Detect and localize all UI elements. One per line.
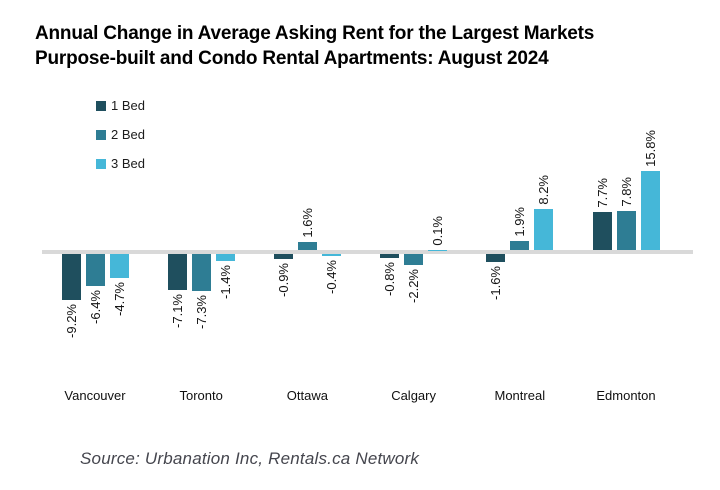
bar-montreal-1-bed — [486, 254, 506, 262]
x-axis-label-calgary: Calgary — [391, 388, 436, 403]
legend-swatch-3-bed — [96, 158, 106, 169]
bar-montreal-3-bed — [534, 209, 554, 250]
bar-calgary-3-bed — [428, 249, 448, 250]
bar-value-label-toronto-1-bed: -7.1% — [157, 294, 197, 384]
bar-value-label-vancouver-2-bed: -6.4% — [75, 290, 115, 380]
bar-value-label-toronto-2-bed: -7.3% — [181, 295, 221, 385]
legend-item-3-bed: 3 Bed — [96, 156, 145, 171]
bar-value-label-ottawa-3-bed: -0.4% — [311, 260, 351, 350]
bar-value-text: -4.7% — [111, 281, 127, 316]
bar-ottawa-3-bed — [321, 254, 341, 256]
bar-calgary-2-bed — [404, 254, 424, 265]
bar-edmonton-2-bed — [616, 211, 636, 250]
bar-value-label-montreal-3-bed: 8.2% — [524, 115, 564, 205]
chart-title-line2: Purpose-built and Condo Rental Apartment… — [35, 48, 549, 69]
bar-value-text: -0.9% — [275, 262, 291, 297]
x-axis-label-montreal: Montreal — [494, 388, 546, 403]
bar-toronto-2-bed — [191, 254, 211, 291]
bar-value-text: -7.1% — [169, 293, 185, 328]
legend-item-1-bed: 1 Bed — [96, 98, 145, 113]
bar-value-text: 1.9% — [512, 206, 528, 237]
bar-value-text: 1.6% — [299, 208, 315, 238]
bar-toronto-1-bed — [167, 254, 187, 290]
legend-swatch-1-bed — [96, 100, 106, 111]
x-axis-label-vancouver: Vancouver — [64, 388, 126, 403]
bar-edmonton-1-bed — [592, 211, 612, 250]
bar-value-label-vancouver-1-bed: -9.2% — [51, 304, 91, 394]
bar-vancouver-2-bed — [85, 254, 105, 286]
bar-vancouver-3-bed — [109, 254, 129, 278]
x-axis-label-toronto: Toronto — [179, 388, 223, 403]
bar-value-label-ottawa-1-bed: -0.9% — [263, 263, 303, 353]
bar-value-text: -2.2% — [406, 269, 422, 303]
bar-value-text: 15.8% — [642, 130, 658, 167]
legend-label-3-bed: 3 Bed — [111, 156, 145, 171]
bar-calgary-1-bed — [380, 254, 400, 258]
bar-value-text: -1.6% — [488, 266, 504, 300]
bar-value-label-montreal-1-bed: -1.6% — [476, 266, 516, 356]
legend-swatch-2-bed — [96, 129, 106, 140]
bar-value-text: -9.2% — [63, 304, 79, 338]
bar-value-label-vancouver-3-bed: -4.7% — [99, 282, 139, 372]
bar-toronto-3-bed — [215, 254, 235, 261]
legend-label-2-bed: 2 Bed — [111, 127, 145, 142]
bar-ottawa-2-bed — [297, 242, 317, 250]
legend-label-1-bed: 1 Bed — [111, 98, 145, 113]
bar-value-text: 0.1% — [430, 215, 446, 246]
legend-item-2-bed: 2 Bed — [96, 127, 145, 142]
bar-ottawa-1-bed — [273, 254, 293, 259]
x-axis-label-ottawa: Ottawa — [286, 388, 328, 403]
chart-title-line1: Annual Change in Average Asking Rent for… — [35, 23, 595, 44]
bar-value-text: -1.4% — [217, 265, 233, 299]
zero-axis-line — [42, 250, 693, 254]
bar-value-label-toronto-3-bed: -1.4% — [205, 265, 245, 355]
bar-value-label-edmonton-3-bed: 15.8% — [630, 77, 670, 167]
chart-title: Annual Change in Average Asking Rent for… — [35, 21, 594, 71]
bar-value-label-calgary-3-bed: 0.1% — [418, 156, 458, 246]
bar-value-text: -0.4% — [323, 260, 339, 294]
bar-value-text: -6.4% — [87, 290, 103, 324]
bar-value-label-edmonton-1-bed: 7.7% — [582, 118, 622, 208]
bar-value-text: 7.7% — [594, 177, 610, 208]
bar-value-text: 7.8% — [618, 177, 634, 207]
bar-montreal-2-bed — [510, 240, 530, 250]
bar-value-label-ottawa-2-bed: 1.6% — [287, 148, 327, 238]
bar-value-text: -0.8% — [382, 262, 398, 296]
bar-value-label-calgary-1-bed: -0.8% — [370, 262, 410, 352]
bar-edmonton-3-bed — [640, 171, 660, 250]
bar-value-label-calgary-2-bed: -2.2% — [394, 269, 434, 359]
x-axis-label-edmonton: Edmonton — [596, 388, 656, 403]
bar-value-text: -7.3% — [193, 294, 209, 329]
bar-value-text: 8.2% — [536, 175, 552, 205]
legend: 1 Bed 2 Bed 3 Bed — [96, 98, 145, 186]
source-note: Source: Urbanation Inc, Rentals.ca Netwo… — [80, 449, 420, 468]
bar-vancouver-1-bed — [61, 254, 81, 300]
